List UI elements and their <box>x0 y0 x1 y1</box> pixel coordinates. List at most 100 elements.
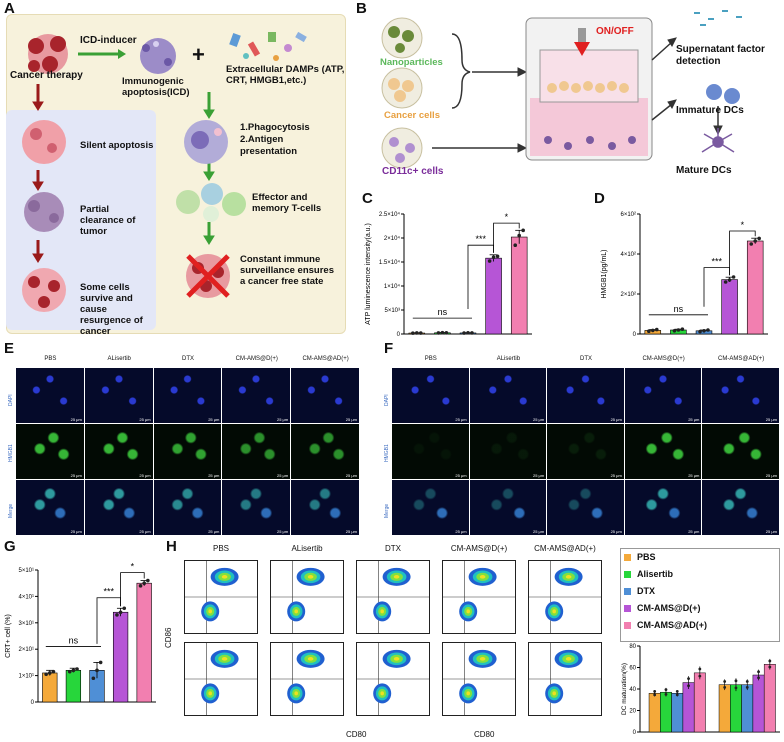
cancer-cell-cluster-icon <box>28 34 68 74</box>
flow-plot <box>442 560 516 634</box>
flow-density-svg <box>529 561 601 633</box>
data-point <box>517 233 521 238</box>
panel-label-f: F <box>384 340 394 357</box>
data-point <box>75 667 79 671</box>
dendritic-cell-icon <box>184 120 228 164</box>
flow-plot <box>442 642 516 716</box>
column-header: CM-AMS@AD(+) <box>718 356 765 362</box>
micrograph-cell: 25 μm <box>624 480 702 535</box>
data-point <box>675 689 679 693</box>
data-point <box>91 676 96 681</box>
panel-label-c: C <box>362 190 373 207</box>
flow-density-svg <box>443 561 515 633</box>
column-header: PBS <box>424 356 437 362</box>
legend-swatch <box>624 553 631 561</box>
immature-dcs-label: Immature DCs <box>676 105 744 116</box>
scale-bar-label: 25 μm <box>345 529 357 534</box>
y-tick-label: 1.5×10⁴ <box>379 259 401 266</box>
column-header: CM-AMS@D(+) <box>235 356 278 362</box>
y-tick-label: 0 <box>31 700 35 706</box>
bar <box>721 279 738 335</box>
y-axis-label: DC maturation(%) <box>621 663 628 715</box>
column-header: ALisertib <box>107 356 131 362</box>
legend-label: CM-AMS@AD(+) <box>637 620 708 630</box>
data-point <box>698 667 702 671</box>
density-blob <box>479 575 486 579</box>
micrograph-cell: 25 μm <box>547 480 624 535</box>
bar <box>112 611 129 703</box>
data-point <box>651 328 655 333</box>
legend-entry: DTX <box>624 586 655 596</box>
data-point <box>723 280 728 284</box>
flow-x-axis-label-2: CD80 <box>474 730 495 739</box>
flow-density-svg <box>185 643 257 715</box>
legend-swatch <box>624 604 631 612</box>
micrograph-cell: 25 μm <box>291 424 359 479</box>
flow-plot <box>184 642 258 716</box>
cd11c-label: CD11c+ cells <box>382 166 444 177</box>
legend-entry: CM-AMS@D(+) <box>624 603 701 613</box>
row-header: DAPI <box>384 394 390 406</box>
resurgence-label: Some cells survive and cause resurgence … <box>80 282 143 337</box>
resurgence-icon <box>22 268 66 312</box>
bar <box>65 670 82 703</box>
scale-bar-label: 25 μm <box>208 417 220 422</box>
legend-h <box>620 548 780 642</box>
scale-bar-label: 25 μm <box>455 417 467 422</box>
data-point <box>521 228 525 233</box>
density-blob <box>393 575 400 579</box>
bar <box>746 240 764 335</box>
mature-dcs-label: Mature DCs <box>676 165 732 176</box>
y-axis-label: ATP luminescence intensity(a.u.) <box>365 223 372 325</box>
scale-bar-label: 25 μm <box>610 473 622 478</box>
laser-icon <box>574 28 590 56</box>
flow-density-svg <box>529 643 601 715</box>
micrograph-cell: 25 μm <box>84 480 153 535</box>
nanoparticles-dish-icon <box>381 17 423 59</box>
data-point <box>98 660 103 665</box>
scale-bar-label: 25 μm <box>276 473 289 478</box>
data-point <box>698 329 702 334</box>
scale-bar-label: 25 μm <box>345 473 357 478</box>
bar <box>682 682 695 733</box>
y-tick-label: 40 <box>629 687 636 693</box>
immature-dc-icon <box>706 84 740 104</box>
micrograph-cell: 25 μm <box>84 368 153 423</box>
data-point <box>654 327 659 332</box>
bar <box>718 684 731 733</box>
micrograph-cell: 25 μm <box>392 480 469 535</box>
flow-column-header: ALisertib <box>291 544 323 553</box>
density-blob <box>294 609 298 614</box>
significance-label: *** <box>712 257 723 267</box>
micrograph-cell: 25 μm <box>222 480 291 535</box>
scale-bar-label: 25 μm <box>139 417 151 422</box>
plus-sign: + <box>192 42 205 67</box>
flow-density-svg <box>271 561 343 633</box>
significance-label: ns <box>674 304 684 314</box>
scale-bar-label: 25 μm <box>532 417 545 422</box>
y-tick-label: 2×10¹ <box>18 647 34 653</box>
cancer-cells-label: Cancer cells <box>384 110 440 121</box>
scale-bar-label: 25 μm <box>70 417 82 422</box>
flow-density-svg <box>357 643 429 715</box>
y-tick-label: 2.5×10⁴ <box>379 211 401 218</box>
nanoparticles-label: Nanoparticles <box>380 57 443 68</box>
column-header: PBS <box>44 356 57 362</box>
data-point <box>672 329 677 333</box>
density-blob <box>393 657 400 661</box>
panel-b-illustration <box>381 10 742 169</box>
scale-bar-label: 25 μm <box>455 529 467 534</box>
data-point <box>734 686 738 690</box>
supernatant-label: Supernatant factor detection <box>676 44 765 67</box>
flow-column-header: CM-AMS@D(+) <box>450 544 508 553</box>
bar <box>752 674 765 733</box>
row-header: DAPI <box>8 394 14 406</box>
data-point <box>675 693 679 697</box>
data-point <box>440 330 445 335</box>
data-point <box>757 670 760 674</box>
significance-label: * <box>505 212 509 222</box>
density-blob <box>552 609 556 614</box>
scale-bar-label: 25 μm <box>276 417 289 422</box>
cancer-therapy-label: Cancer therapy <box>10 70 83 81</box>
micrograph-cell: 25 μm <box>291 368 359 423</box>
